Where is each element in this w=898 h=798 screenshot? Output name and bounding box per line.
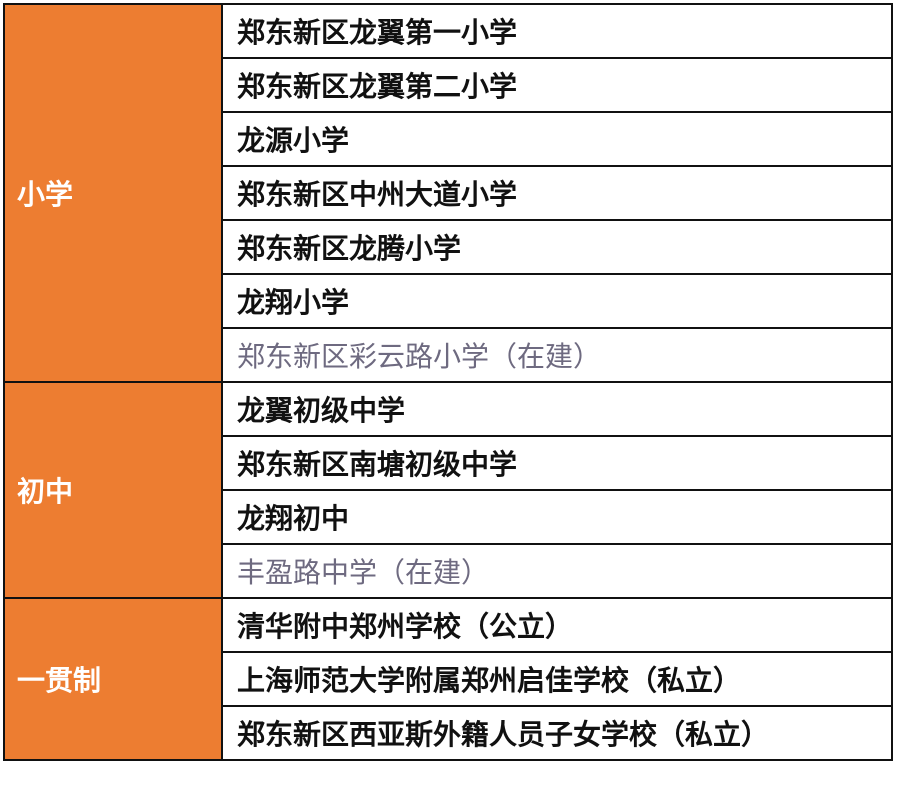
school-name-cell: 郑东新区彩云路小学（在建） — [221, 327, 893, 383]
table-row: 龙翔初中 — [4, 489, 893, 545]
table-row: 龙源小学 — [4, 111, 893, 167]
school-name-cell: 清华附中郑州学校（公立） — [221, 597, 893, 653]
schools-table: 小学 郑东新区龙翼第一小学 郑东新区龙翼第二小学 龙源小学 郑东新区中州大道小学 郑东新区… — [3, 3, 893, 761]
table-row: 郑东新区彩云路小学（在建） — [4, 327, 893, 383]
school-name-cell: 上海师范大学附属郑州启佳学校（私立） — [221, 651, 893, 707]
table-row: 郑东新区西亚斯外籍人员子女学校（私立） — [4, 705, 893, 761]
school-name-cell: 郑东新区南塘初级中学 — [221, 435, 893, 491]
schools-table-body: 小学 郑东新区龙翼第一小学 郑东新区龙翼第二小学 龙源小学 郑东新区中州大道小学 郑东新区… — [3, 3, 893, 761]
table-row: 郑东新区南塘初级中学 — [4, 435, 893, 491]
school-name-cell: 郑东新区龙翼第一小学 — [221, 3, 893, 59]
table-row: 郑东新区龙翼第二小学 — [4, 57, 893, 113]
table-row: 一贯制 清华附中郑州学校（公立） — [3, 597, 893, 761]
table-row: 初中 龙翼初级中学 — [3, 381, 893, 599]
school-name-cell: 郑东新区中州大道小学 — [221, 165, 893, 221]
table-row: 丰盈路中学（在建） — [4, 543, 893, 599]
school-name-cell: 龙翼初级中学 — [221, 381, 893, 437]
table-row: 上海师范大学附属郑州启佳学校（私立） — [4, 651, 893, 707]
school-name-cell: 龙源小学 — [221, 111, 893, 167]
table-row: 郑东新区龙腾小学 — [4, 219, 893, 275]
category-cell: 小学 — [3, 3, 223, 383]
table-row: 龙翔小学 — [4, 273, 893, 329]
school-name-cell: 龙翔初中 — [221, 489, 893, 545]
category-cell: 一贯制 — [3, 597, 223, 761]
table-row: 郑东新区中州大道小学 — [4, 165, 893, 221]
table-row: 小学 郑东新区龙翼第一小学 — [3, 3, 893, 383]
school-name-cell: 郑东新区龙腾小学 — [221, 219, 893, 275]
school-name-cell: 郑东新区西亚斯外籍人员子女学校（私立） — [221, 705, 893, 761]
school-name-cell: 丰盈路中学（在建） — [221, 543, 893, 599]
school-name-cell: 郑东新区龙翼第二小学 — [221, 57, 893, 113]
school-name-cell: 龙翔小学 — [221, 273, 893, 329]
category-cell: 初中 — [3, 381, 223, 599]
